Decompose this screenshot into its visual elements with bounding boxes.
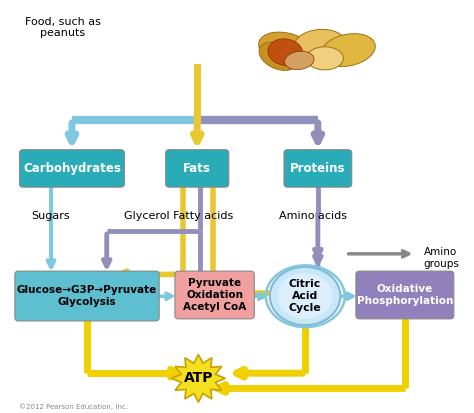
Text: Fats: Fats xyxy=(183,162,211,175)
Ellipse shape xyxy=(277,273,333,319)
Text: Amino acids: Amino acids xyxy=(279,211,347,221)
Ellipse shape xyxy=(321,34,375,66)
Ellipse shape xyxy=(284,51,314,69)
Text: Oxidative
Phosphorylation: Oxidative Phosphorylation xyxy=(356,284,453,306)
Ellipse shape xyxy=(270,267,340,325)
Text: Glucose→G3P→Pyruvate
Glycolysis: Glucose→G3P→Pyruvate Glycolysis xyxy=(17,285,157,307)
Text: Glycerol Fatty acids: Glycerol Fatty acids xyxy=(124,211,233,221)
Ellipse shape xyxy=(259,32,317,68)
FancyBboxPatch shape xyxy=(165,150,229,187)
Text: Proteins: Proteins xyxy=(290,162,346,175)
Text: Food, such as
peanuts: Food, such as peanuts xyxy=(25,17,100,38)
Text: Pyruvate
Oxidation
Acetyl CoA: Pyruvate Oxidation Acetyl CoA xyxy=(183,278,246,311)
Ellipse shape xyxy=(295,29,346,58)
Text: Citric
Acid
Cycle: Citric Acid Cycle xyxy=(289,280,321,313)
Text: Amino
groups: Amino groups xyxy=(423,247,459,269)
Polygon shape xyxy=(172,354,225,402)
FancyBboxPatch shape xyxy=(19,150,124,187)
Text: ©2012 Pearson Education, Inc.: ©2012 Pearson Education, Inc. xyxy=(18,404,128,410)
Text: Sugars: Sugars xyxy=(32,211,70,221)
Ellipse shape xyxy=(268,39,303,66)
FancyBboxPatch shape xyxy=(9,1,474,104)
FancyBboxPatch shape xyxy=(284,150,352,187)
FancyBboxPatch shape xyxy=(175,271,254,319)
Text: Carbohydrates: Carbohydrates xyxy=(23,162,121,175)
Text: ATP: ATP xyxy=(183,371,213,385)
Ellipse shape xyxy=(259,42,298,70)
FancyBboxPatch shape xyxy=(356,271,454,319)
Ellipse shape xyxy=(306,47,343,70)
FancyBboxPatch shape xyxy=(15,271,159,321)
